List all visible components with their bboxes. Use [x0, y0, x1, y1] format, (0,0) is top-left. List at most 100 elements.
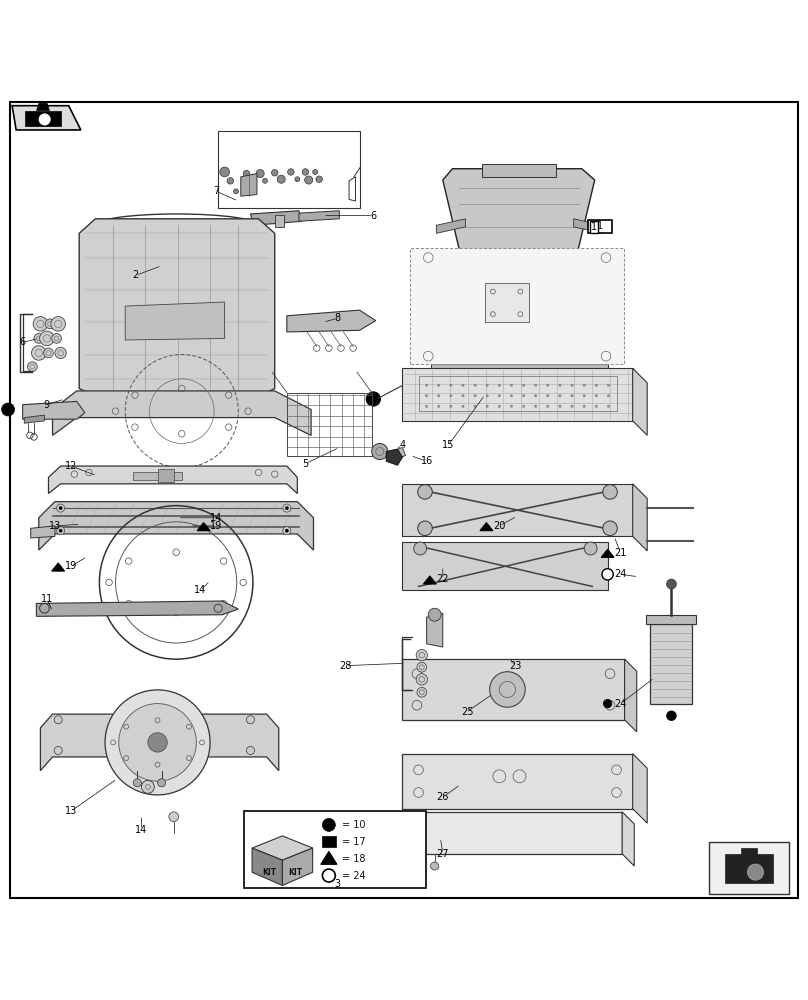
Polygon shape: [402, 659, 625, 720]
Polygon shape: [601, 549, 614, 557]
Circle shape: [490, 672, 525, 707]
Polygon shape: [650, 624, 692, 704]
Circle shape: [450, 395, 452, 397]
Circle shape: [473, 395, 477, 397]
Circle shape: [571, 405, 574, 407]
Bar: [725, 854, 773, 883]
Text: KIT: KIT: [288, 868, 303, 877]
Circle shape: [583, 405, 586, 407]
Polygon shape: [53, 391, 311, 435]
Circle shape: [256, 170, 264, 178]
Bar: [322, 836, 336, 847]
Circle shape: [559, 384, 562, 386]
Text: 24: 24: [614, 569, 627, 579]
Circle shape: [547, 395, 549, 397]
Circle shape: [302, 169, 309, 175]
Circle shape: [33, 317, 48, 331]
Text: = 18: = 18: [342, 854, 365, 864]
Polygon shape: [451, 327, 600, 335]
Circle shape: [603, 521, 617, 536]
Polygon shape: [622, 812, 634, 866]
Circle shape: [271, 170, 278, 176]
Polygon shape: [482, 164, 556, 177]
Circle shape: [608, 384, 610, 386]
Circle shape: [667, 711, 676, 721]
Circle shape: [220, 167, 229, 177]
Circle shape: [295, 177, 300, 182]
Polygon shape: [633, 754, 647, 823]
Text: 8: 8: [335, 313, 341, 323]
Circle shape: [535, 405, 537, 407]
Text: 12: 12: [65, 461, 78, 471]
Polygon shape: [402, 754, 633, 809]
Circle shape: [608, 405, 610, 407]
Polygon shape: [443, 169, 595, 275]
Circle shape: [283, 504, 291, 512]
Polygon shape: [321, 851, 337, 864]
Circle shape: [486, 405, 489, 407]
Text: 27: 27: [436, 849, 449, 859]
Text: 5: 5: [302, 459, 309, 469]
Polygon shape: [252, 848, 283, 885]
Circle shape: [316, 176, 322, 182]
Polygon shape: [646, 615, 696, 624]
Circle shape: [32, 346, 46, 360]
Circle shape: [667, 579, 676, 589]
Text: = 10: = 10: [342, 820, 365, 830]
Circle shape: [59, 506, 62, 510]
Circle shape: [584, 542, 597, 555]
Text: 6: 6: [370, 211, 377, 221]
Circle shape: [169, 812, 179, 822]
Bar: [25, 111, 61, 126]
Polygon shape: [287, 310, 376, 332]
Polygon shape: [36, 601, 238, 616]
Bar: [133, 472, 182, 480]
Circle shape: [417, 662, 427, 672]
Circle shape: [148, 733, 167, 752]
Text: 25: 25: [461, 707, 473, 717]
Circle shape: [34, 334, 44, 343]
Polygon shape: [31, 526, 55, 538]
Bar: [741, 848, 757, 856]
Text: 14: 14: [135, 825, 148, 835]
Circle shape: [428, 608, 441, 621]
Text: 15: 15: [442, 440, 455, 450]
Polygon shape: [39, 502, 314, 550]
Circle shape: [416, 674, 427, 685]
Circle shape: [511, 405, 513, 407]
Circle shape: [44, 348, 53, 358]
Bar: [218, 131, 360, 208]
Circle shape: [602, 569, 613, 580]
Text: 14: 14: [210, 513, 223, 523]
Polygon shape: [275, 215, 284, 227]
Circle shape: [431, 862, 439, 870]
Text: 22: 22: [436, 574, 449, 584]
Circle shape: [59, 529, 62, 532]
Circle shape: [462, 395, 464, 397]
Text: 24: 24: [614, 699, 627, 709]
Circle shape: [288, 169, 294, 175]
Circle shape: [523, 384, 525, 386]
Circle shape: [418, 521, 432, 536]
Bar: [158, 469, 174, 482]
Circle shape: [426, 384, 428, 386]
Polygon shape: [436, 219, 465, 233]
Circle shape: [462, 384, 464, 386]
Circle shape: [547, 405, 549, 407]
Polygon shape: [299, 211, 339, 221]
Text: 14: 14: [194, 585, 207, 595]
Circle shape: [486, 384, 489, 386]
Circle shape: [499, 405, 501, 407]
Polygon shape: [79, 219, 275, 405]
Circle shape: [57, 504, 65, 512]
Polygon shape: [40, 714, 279, 771]
Polygon shape: [250, 211, 302, 225]
Polygon shape: [402, 542, 608, 590]
Circle shape: [438, 384, 440, 386]
Circle shape: [583, 395, 586, 397]
Polygon shape: [574, 219, 603, 233]
Bar: [244, 811, 426, 888]
Polygon shape: [197, 523, 210, 531]
Circle shape: [305, 176, 313, 184]
Circle shape: [246, 716, 255, 724]
